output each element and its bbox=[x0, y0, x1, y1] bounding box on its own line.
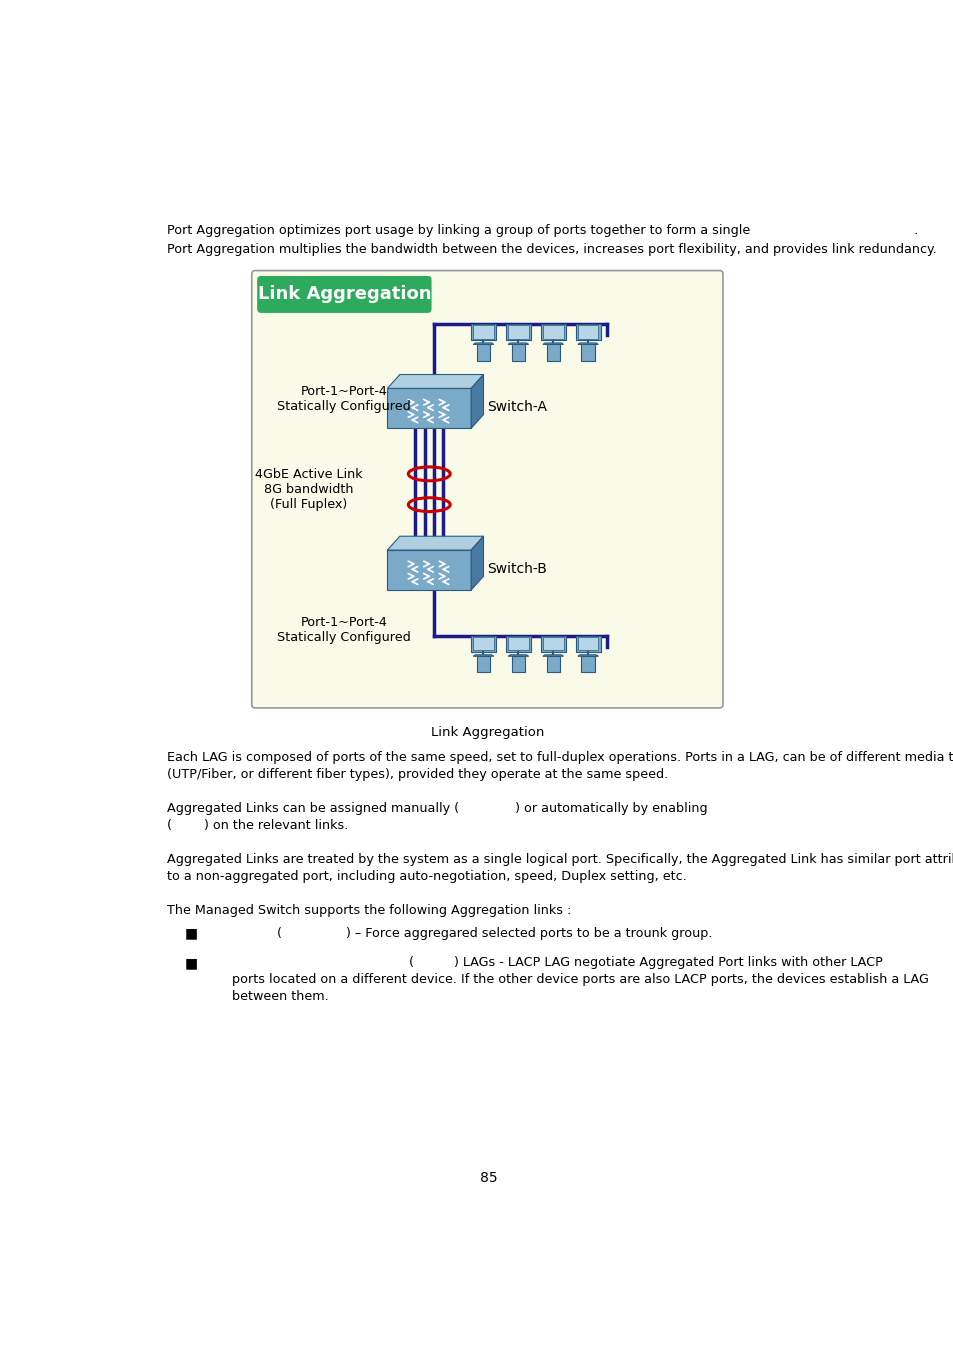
Polygon shape bbox=[476, 656, 490, 672]
Text: Port Aggregation multiplies the bandwidth between the devices, increases port fl: Port Aggregation multiplies the bandwidt… bbox=[167, 243, 936, 256]
Polygon shape bbox=[471, 636, 496, 652]
Polygon shape bbox=[511, 344, 524, 360]
Polygon shape bbox=[508, 655, 528, 656]
Text: Port Aggregation optimizes port usage by linking a group of ports together to fo: Port Aggregation optimizes port usage by… bbox=[167, 224, 918, 236]
Text: (          ) LAGs - LACP LAG negotiate Aggregated Port links with other LACP: ( ) LAGs - LACP LAG negotiate Aggregated… bbox=[200, 956, 882, 969]
Polygon shape bbox=[575, 636, 600, 652]
Text: (                ) – Force aggregared selected ports to be a trounk group.: ( ) – Force aggregared selected ports to… bbox=[200, 926, 711, 940]
Text: 4GbE Active Link
8G bandwidth
(Full Fuplex): 4GbE Active Link 8G bandwidth (Full Fupl… bbox=[255, 467, 362, 510]
Text: 85: 85 bbox=[479, 1170, 497, 1185]
Text: Port-1~Port-4
Statically Configured: Port-1~Port-4 Statically Configured bbox=[276, 385, 411, 413]
Text: Switch-A: Switch-A bbox=[487, 400, 547, 414]
Polygon shape bbox=[542, 655, 563, 656]
Text: The Managed Switch supports the following Aggregation links :: The Managed Switch supports the followin… bbox=[167, 903, 571, 917]
Polygon shape bbox=[546, 656, 559, 672]
Polygon shape bbox=[508, 343, 528, 344]
Polygon shape bbox=[578, 325, 598, 339]
Text: ■: ■ bbox=[185, 926, 198, 941]
Polygon shape bbox=[575, 324, 600, 340]
Text: ports located on a different device. If the other device ports are also LACP por: ports located on a different device. If … bbox=[232, 973, 927, 985]
Polygon shape bbox=[387, 374, 483, 389]
Polygon shape bbox=[511, 656, 524, 672]
Text: (        ) on the relevant links.: ( ) on the relevant links. bbox=[167, 819, 348, 832]
Text: Each LAG is composed of ports of the same speed, set to full-duplex operations. : Each LAG is composed of ports of the sam… bbox=[167, 751, 953, 764]
Text: Switch-B: Switch-B bbox=[487, 562, 547, 575]
Text: between them.: between them. bbox=[232, 990, 328, 1003]
Polygon shape bbox=[542, 325, 563, 339]
Text: Port-1~Port-4
Statically Configured: Port-1~Port-4 Statically Configured bbox=[276, 617, 411, 644]
Polygon shape bbox=[471, 324, 496, 340]
FancyBboxPatch shape bbox=[252, 270, 722, 707]
FancyBboxPatch shape bbox=[257, 275, 431, 313]
Polygon shape bbox=[387, 389, 471, 428]
Polygon shape bbox=[508, 637, 528, 651]
Polygon shape bbox=[540, 636, 565, 652]
Polygon shape bbox=[542, 637, 563, 651]
Polygon shape bbox=[473, 637, 494, 651]
Text: Link Aggregation: Link Aggregation bbox=[430, 726, 543, 740]
Text: Link Aggregation: Link Aggregation bbox=[257, 285, 431, 304]
Polygon shape bbox=[578, 655, 598, 656]
Polygon shape bbox=[542, 343, 563, 344]
Polygon shape bbox=[387, 549, 471, 590]
Polygon shape bbox=[473, 655, 494, 656]
Polygon shape bbox=[476, 344, 490, 360]
Polygon shape bbox=[473, 343, 494, 344]
Polygon shape bbox=[473, 325, 494, 339]
Polygon shape bbox=[471, 536, 483, 590]
Text: (UTP/Fiber, or different fiber types), provided they operate at the same speed.: (UTP/Fiber, or different fiber types), p… bbox=[167, 768, 668, 782]
Polygon shape bbox=[387, 536, 483, 549]
Polygon shape bbox=[546, 344, 559, 360]
Polygon shape bbox=[508, 325, 528, 339]
Polygon shape bbox=[581, 344, 594, 360]
Text: to a non-aggregated port, including auto-negotiation, speed, Duplex setting, etc: to a non-aggregated port, including auto… bbox=[167, 869, 686, 883]
Polygon shape bbox=[540, 324, 565, 340]
Text: ■: ■ bbox=[185, 956, 198, 969]
Polygon shape bbox=[581, 656, 594, 672]
Polygon shape bbox=[471, 374, 483, 428]
Polygon shape bbox=[578, 637, 598, 651]
Text: Aggregated Links can be assigned manually (              ) or automatically by e: Aggregated Links can be assigned manuall… bbox=[167, 802, 707, 815]
Polygon shape bbox=[505, 636, 530, 652]
Polygon shape bbox=[505, 324, 530, 340]
Polygon shape bbox=[578, 343, 598, 344]
Text: Aggregated Links are treated by the system as a single logical port. Specificall: Aggregated Links are treated by the syst… bbox=[167, 853, 953, 865]
